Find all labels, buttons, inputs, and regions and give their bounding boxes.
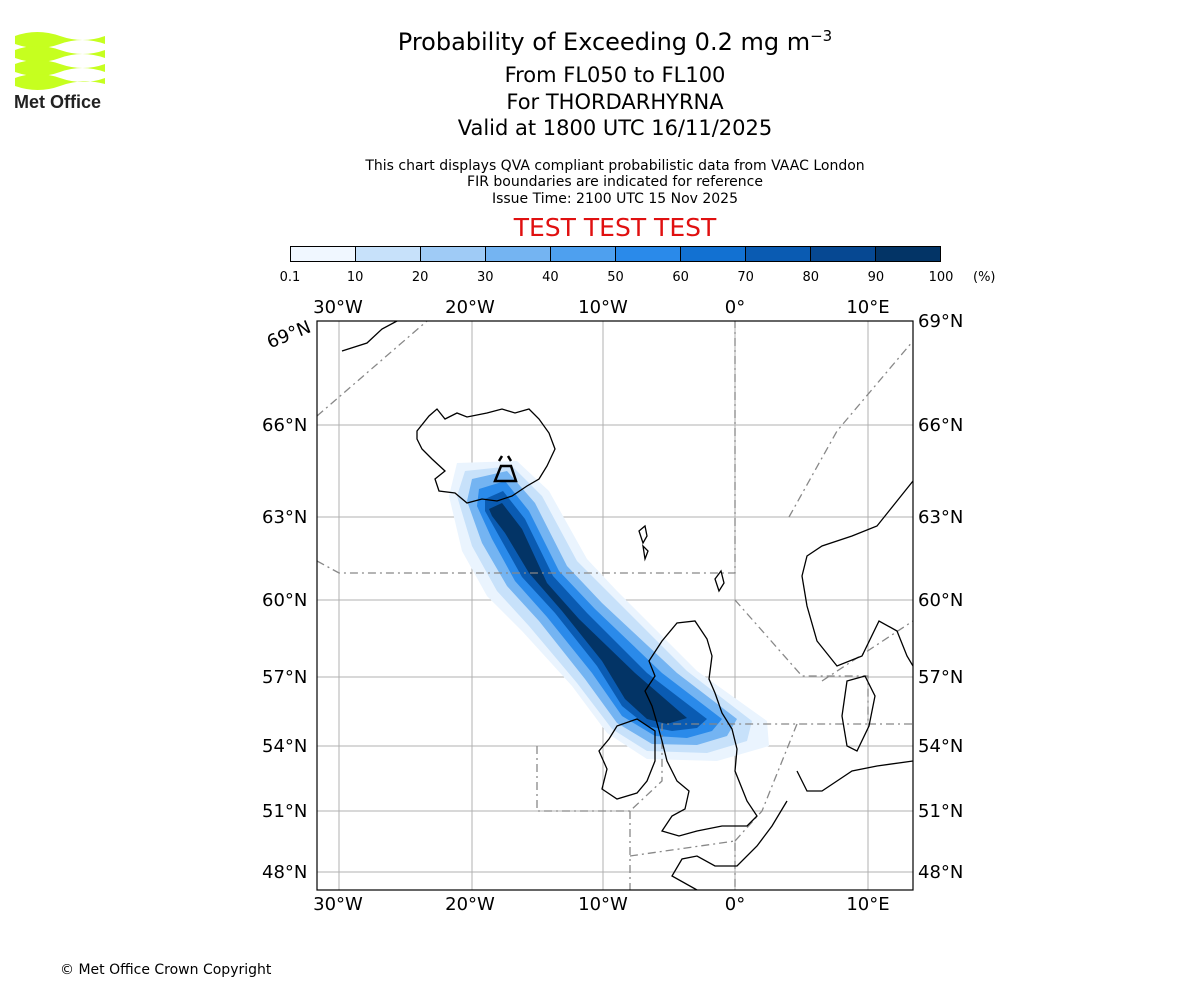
colorbar-segment: [746, 247, 811, 261]
probability-map: 30°W 20°W 10°W 0° 10°E 30°W 20°W 10°W 0°…: [262, 297, 963, 915]
copyright: © Met Office Crown Copyright: [60, 962, 272, 978]
lat-label: 57°N: [262, 667, 307, 688]
colorbar-unit: (%): [973, 270, 996, 285]
volcano-marker: [493, 455, 518, 483]
lat-label: 69°N: [264, 317, 314, 353]
valid-time: Valid at 1800 UTC 16/11/2025: [457, 116, 773, 140]
lon-label: 0°: [725, 297, 745, 318]
lon-label: 10°W: [578, 894, 628, 915]
lat-label: 60°N: [262, 590, 307, 611]
lon-label: 20°W: [445, 297, 495, 318]
lat-label: 63°N: [262, 507, 307, 528]
colorbar: [290, 246, 941, 262]
ash-plume: [449, 461, 769, 761]
colorbar-segment: [811, 247, 876, 261]
lat-label: 66°N: [262, 415, 307, 436]
coastlines: [341, 321, 913, 890]
chart-note-qva: This chart displays QVA compliant probab…: [365, 158, 865, 174]
logo-text: Met Office: [14, 92, 101, 112]
lat-label: 48°N: [918, 862, 963, 883]
lat-label: 51°N: [262, 801, 307, 822]
lon-label: 0°: [725, 894, 745, 915]
map-frame: [316, 320, 914, 891]
colorbar-tick-label: 60: [672, 270, 689, 285]
lat-label: 57°N: [918, 667, 963, 688]
lat-label: 69°N: [918, 311, 963, 332]
lat-label: 51°N: [918, 801, 963, 822]
lat-labels-right: 69°N 66°N 63°N 60°N 57°N 54°N 51°N 48°N: [918, 311, 963, 883]
lon-label: 20°W: [445, 894, 495, 915]
lon-label: 30°W: [313, 297, 363, 318]
colorbar-tick-label: 10: [346, 270, 364, 285]
colorbar-segment: [356, 247, 421, 261]
colorbar-tick-label: 90: [867, 270, 885, 285]
colorbar-segment: [876, 247, 940, 261]
lon-labels-bottom: 30°W 20°W 10°W 0° 10°E: [313, 894, 889, 915]
lon-label: 30°W: [313, 894, 363, 915]
lon-labels-top: 30°W 20°W 10°W 0° 10°E: [313, 297, 889, 318]
lon-label: 10°E: [846, 297, 889, 318]
lat-label: 48°N: [262, 862, 307, 883]
chart-note-fir: FIR boundaries are indicated for referen…: [467, 174, 763, 190]
colorbar-segment: [616, 247, 681, 261]
colorbar-segment: [421, 247, 486, 261]
colorbar-tick-label: 30: [477, 270, 494, 285]
colorbar-segment: [291, 247, 356, 261]
lat-labels-left: 69°N 66°N 63°N 60°N 57°N 54°N 51°N 48°N: [262, 317, 314, 883]
lat-label: 66°N: [918, 415, 963, 436]
test-banner: TEST TEST TEST: [513, 213, 717, 242]
colorbar-tick-label: 0.1: [279, 270, 301, 285]
met-office-logo: Met Office: [12, 28, 112, 118]
colorbar-segment: [486, 247, 551, 261]
colorbar-tick-label: 100: [928, 270, 954, 285]
colorbar-tick-label: 50: [607, 270, 624, 285]
colorbar-tick-label: 20: [411, 270, 429, 285]
volcano-name: For THORDARHYRNA: [506, 90, 724, 114]
lon-label: 10°W: [578, 297, 628, 318]
colorbar-tick-label: 40: [542, 270, 559, 285]
colorbar-tick-label: 80: [802, 270, 820, 285]
lat-label: 60°N: [918, 590, 963, 611]
title-superscript: −3: [810, 27, 833, 45]
lat-label: 54°N: [262, 736, 307, 757]
lat-label: 63°N: [918, 507, 963, 528]
colorbar-segment: [551, 247, 616, 261]
issue-time: Issue Time: 2100 UTC 15 Nov 2025: [491, 191, 739, 207]
chart-title: Probability of Exceeding 0.2 mg m−3: [0, 27, 1200, 56]
flight-level-range: From FL050 to FL100: [504, 63, 726, 87]
lat-label: 54°N: [918, 736, 963, 757]
colorbar-segment: [681, 247, 746, 261]
colorbar-tick-label: 70: [737, 270, 754, 285]
fir-boundaries: [317, 321, 913, 890]
title-text: Probability of Exceeding 0.2 mg m: [397, 28, 811, 56]
lon-label: 10°E: [846, 894, 889, 915]
